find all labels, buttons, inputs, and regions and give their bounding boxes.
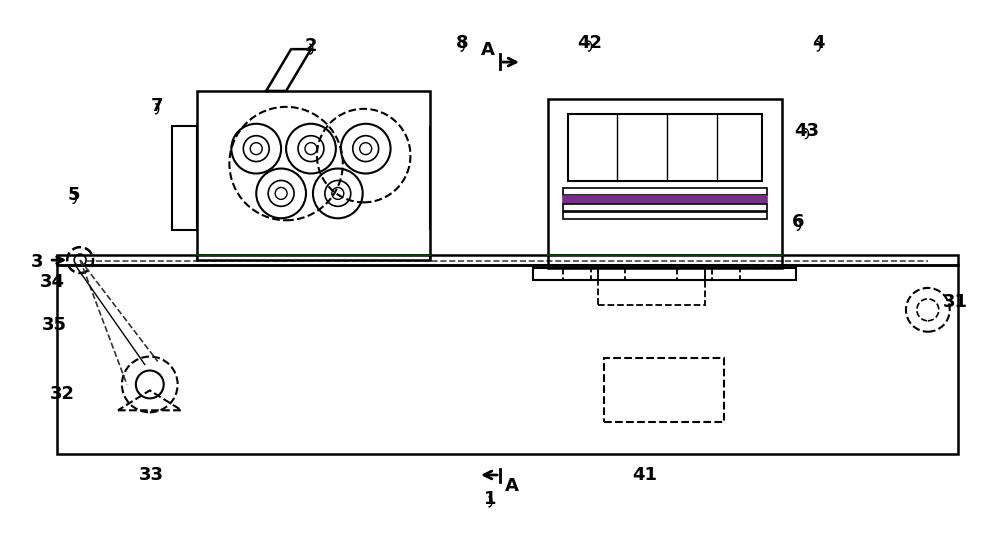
Text: 4: 4 (812, 34, 825, 52)
Text: 43: 43 (794, 122, 819, 140)
Text: 42: 42 (577, 34, 602, 52)
Bar (563, 196, 767, 203)
Text: 6: 6 (792, 213, 805, 231)
Text: A: A (505, 477, 519, 495)
Bar (57, 265, 958, 454)
Bar (598, 265, 625, 280)
Bar (172, 125, 197, 230)
Text: 41: 41 (632, 466, 657, 484)
Text: 35: 35 (42, 316, 67, 334)
Bar (712, 265, 740, 280)
Bar (677, 265, 705, 280)
Text: 3: 3 (31, 253, 44, 271)
Bar (197, 91, 430, 260)
Text: 5: 5 (68, 186, 80, 204)
Text: 8: 8 (456, 34, 469, 52)
Text: 33: 33 (139, 466, 164, 484)
Text: 7: 7 (150, 97, 163, 115)
Text: 2: 2 (305, 37, 317, 55)
Bar (533, 268, 796, 280)
Bar (563, 212, 767, 219)
Text: A: A (481, 41, 495, 59)
Bar (563, 189, 767, 196)
Text: 34: 34 (40, 273, 65, 291)
Text: 31: 31 (943, 293, 968, 311)
Bar (568, 114, 762, 181)
Text: 1: 1 (484, 490, 496, 508)
Bar (604, 358, 724, 423)
Bar (598, 265, 705, 305)
Bar (563, 204, 767, 212)
Bar (533, 265, 796, 280)
Bar (563, 265, 591, 280)
Text: 32: 32 (50, 385, 75, 403)
Bar (548, 99, 782, 268)
Bar (57, 255, 958, 265)
